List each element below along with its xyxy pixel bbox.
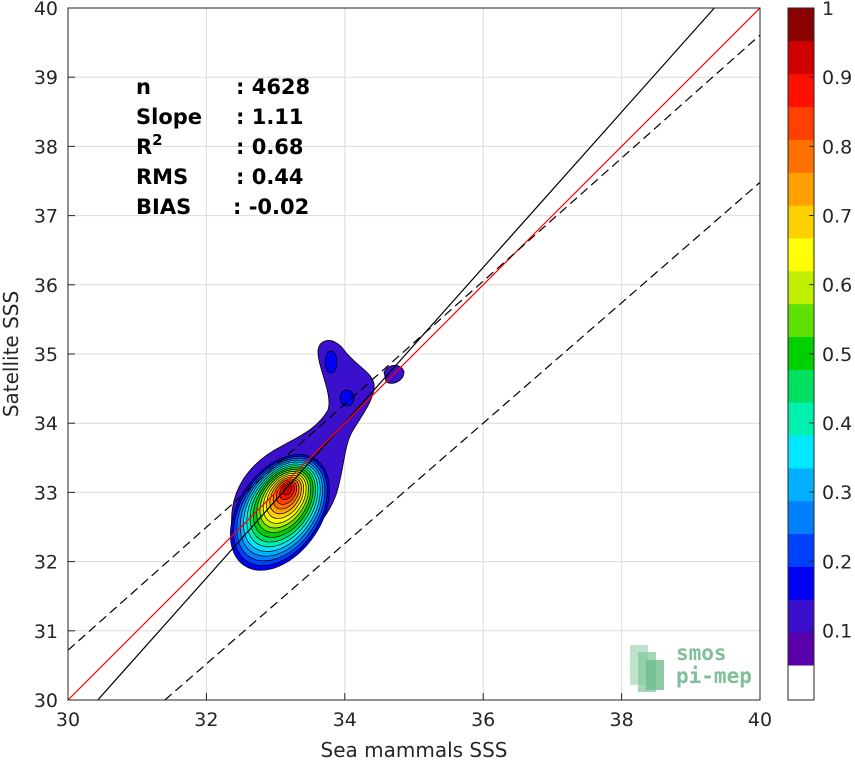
y-tick-label: 40 bbox=[34, 0, 58, 20]
y-axis-label: Satellite SSS bbox=[0, 291, 23, 417]
stat-label-text: Slope bbox=[136, 105, 202, 129]
colorbar-tick-label: 0.3 bbox=[822, 482, 852, 504]
y-tick-label: 32 bbox=[34, 552, 58, 574]
y-tick-label: 31 bbox=[34, 621, 58, 643]
colorbar-level bbox=[788, 40, 814, 75]
colorbar-tick-label: 0.6 bbox=[822, 275, 852, 297]
colorbar-level bbox=[788, 369, 814, 403]
contour-level-17 bbox=[282, 484, 293, 496]
colorbar-level bbox=[788, 665, 814, 700]
colorbar-level bbox=[788, 139, 814, 173]
colorbar-tick-label: 0.8 bbox=[822, 136, 852, 158]
y-axis-ticks: 30 31 32 33 34 35 36 37 38 39 40 bbox=[34, 0, 75, 712]
stat-value: : 0.68 bbox=[236, 135, 304, 159]
y-tick-label: 36 bbox=[34, 275, 58, 297]
y-tick-label: 30 bbox=[34, 690, 58, 712]
stat-value: : 0.44 bbox=[236, 165, 304, 189]
colorbar-level bbox=[788, 632, 814, 666]
y-tick-label: 39 bbox=[34, 67, 58, 89]
colorbar-level bbox=[788, 237, 814, 272]
colorbar-level bbox=[788, 402, 814, 436]
stat-label-text: RMS bbox=[136, 165, 188, 189]
y-tick-label: 38 bbox=[34, 136, 58, 158]
stat-value: : 1.11 bbox=[236, 105, 304, 129]
x-axis-label: Sea mammals SSS bbox=[321, 738, 508, 762]
y-tick-label: 34 bbox=[34, 413, 58, 435]
stat-label: RMS bbox=[136, 165, 188, 189]
colorbar-tick-label: 0.5 bbox=[822, 344, 852, 366]
stat-label-text: R bbox=[136, 135, 152, 159]
y-tick-label: 35 bbox=[34, 344, 58, 366]
stat-label-text: BIAS bbox=[136, 195, 191, 219]
reference-lines bbox=[68, 8, 760, 700]
stat-label-superscript: 2 bbox=[152, 131, 162, 149]
x-tick-label: 34 bbox=[333, 709, 357, 731]
contour-island bbox=[339, 389, 355, 407]
colorbar-tick-label: 0.4 bbox=[822, 413, 852, 435]
colorbar-tick-label: 0.9 bbox=[822, 67, 852, 89]
colorbar-level bbox=[788, 73, 814, 108]
stat-label: R2 bbox=[136, 131, 163, 159]
stats-box: n : 4628 Slope : 1.11 R2 : 0.68 RMS : 0.44 BIAS:… bbox=[136, 75, 310, 219]
upper-bound-line bbox=[68, 34, 760, 651]
grid bbox=[67, 7, 761, 701]
colorbar-level bbox=[788, 8, 814, 42]
smos-pimep-logo: smos pi-mep bbox=[630, 641, 752, 692]
colorbar-tick-label: 0.2 bbox=[822, 551, 852, 573]
y-tick-label: 33 bbox=[34, 482, 58, 504]
colorbar bbox=[787, 7, 815, 701]
logo-text-pimep: pi-mep bbox=[676, 664, 752, 688]
colorbar-level bbox=[788, 435, 814, 469]
colorbar-level bbox=[788, 205, 814, 239]
one-to-one-line bbox=[97, 8, 715, 700]
x-tick-label: 40 bbox=[748, 709, 772, 731]
colorbar-tick-label: 1 bbox=[822, 0, 834, 20]
stat-value: : 4628 bbox=[236, 75, 310, 99]
colorbar-level bbox=[788, 599, 814, 633]
colorbar-level bbox=[788, 270, 814, 305]
logo-text-smos: smos bbox=[676, 641, 727, 665]
x-tick-label: 38 bbox=[610, 709, 634, 731]
stat-label: BIAS bbox=[136, 195, 191, 219]
colorbar-tick-label: 0.7 bbox=[822, 205, 852, 227]
y-tick-label: 37 bbox=[34, 206, 58, 228]
regression-line bbox=[68, 8, 760, 700]
colorbar-level bbox=[788, 106, 814, 140]
colorbar-level bbox=[788, 303, 814, 337]
colorbar-level bbox=[788, 500, 814, 535]
lower-bound-line bbox=[164, 181, 760, 700]
colorbar-level bbox=[788, 566, 814, 600]
stat-value: : -0.02 bbox=[233, 195, 309, 219]
stat-label-text: n bbox=[136, 75, 151, 99]
colorbar-level bbox=[788, 172, 814, 206]
stat-label: n bbox=[136, 75, 151, 99]
colorbar-level bbox=[788, 467, 814, 502]
colorbar-ticks: 0.1 0.2 0.3 0.4 0.5 0.6 0.7 0.8 0.9 1 bbox=[809, 0, 852, 642]
x-tick-label: 30 bbox=[56, 709, 80, 731]
x-tick-label: 32 bbox=[194, 709, 218, 731]
x-axis-ticks: 30 32 34 36 38 40 bbox=[56, 693, 772, 731]
logo-mark-front bbox=[646, 660, 664, 690]
contour-island bbox=[324, 350, 338, 374]
stat-label: Slope bbox=[136, 105, 202, 129]
colorbar-level bbox=[788, 336, 814, 370]
colorbar-level bbox=[788, 533, 814, 567]
x-tick-label: 36 bbox=[471, 709, 495, 731]
colorbar-tick-label: 0.1 bbox=[822, 620, 852, 642]
